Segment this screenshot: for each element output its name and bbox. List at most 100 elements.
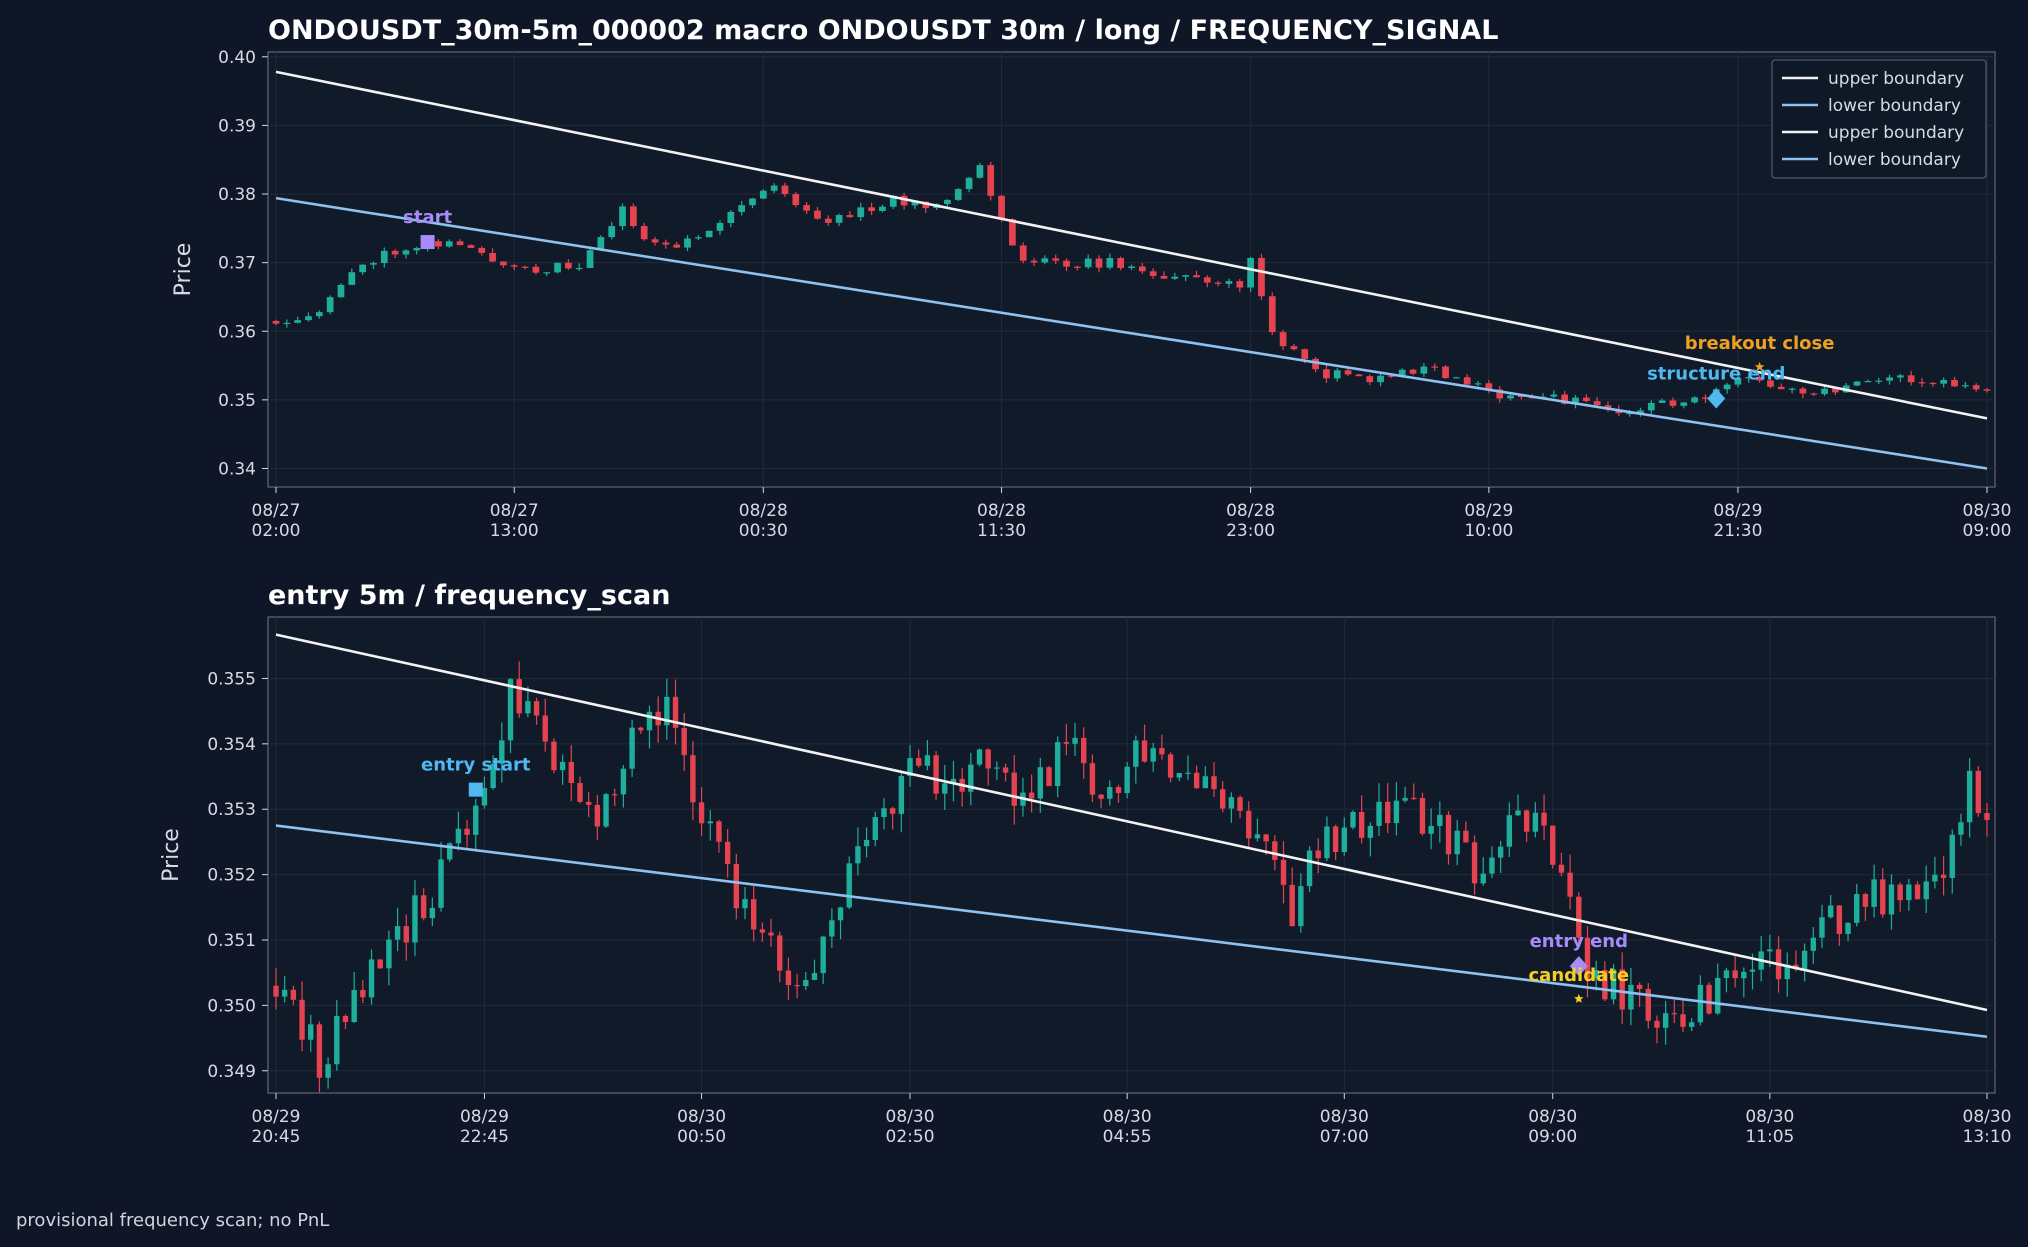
candle-body bbox=[1561, 394, 1569, 404]
x-tick-time: 09:00 bbox=[1963, 521, 2012, 541]
candle-body bbox=[1626, 412, 1633, 415]
candle-body bbox=[898, 776, 905, 814]
candle-body bbox=[380, 250, 388, 264]
candle bbox=[403, 914, 409, 961]
structure-end-label: structure end bbox=[1647, 363, 1785, 384]
candle bbox=[1515, 794, 1521, 817]
candle bbox=[792, 191, 800, 208]
candle-body bbox=[1431, 366, 1439, 368]
x-tick-date: 08/30 bbox=[1963, 1107, 2012, 1127]
candle-body bbox=[1263, 834, 1269, 842]
candle bbox=[1046, 766, 1052, 787]
candle-body bbox=[1167, 754, 1174, 778]
y-tick-label: 0.38 bbox=[218, 185, 256, 205]
candle-body bbox=[742, 899, 748, 909]
candle bbox=[334, 999, 340, 1071]
x-tick-time: 22:45 bbox=[460, 1127, 509, 1147]
x-tick-time: 13:00 bbox=[490, 521, 539, 541]
candle-body bbox=[1550, 825, 1556, 865]
candle-body bbox=[1019, 245, 1027, 261]
candle bbox=[985, 748, 991, 786]
candle bbox=[359, 264, 366, 275]
candle-body bbox=[1398, 369, 1406, 377]
candle bbox=[1662, 1001, 1669, 1045]
candle-body bbox=[510, 265, 518, 267]
candle-body bbox=[814, 210, 821, 219]
candle-body bbox=[1854, 894, 1860, 923]
candle bbox=[846, 856, 852, 910]
candle bbox=[1810, 927, 1816, 964]
x-tick-label: 08/29 20:45 bbox=[252, 1107, 301, 1147]
candle-body bbox=[1572, 397, 1579, 404]
candle bbox=[316, 1021, 323, 1093]
candle-body bbox=[662, 242, 670, 245]
candle-body bbox=[1480, 873, 1486, 884]
candle-body bbox=[348, 272, 356, 285]
start-marker bbox=[420, 235, 435, 250]
candle-body bbox=[351, 990, 357, 1023]
candle bbox=[1193, 270, 1200, 278]
upper-boundary-line bbox=[275, 70, 1988, 420]
x-tick-label: 08/30 09:00 bbox=[1528, 1107, 1577, 1147]
candle bbox=[872, 811, 878, 847]
x-tick-date: 08/29 bbox=[252, 1107, 301, 1127]
candle bbox=[308, 1014, 314, 1052]
candle-body bbox=[759, 190, 767, 199]
candle bbox=[1836, 905, 1843, 946]
candle-body bbox=[1411, 797, 1417, 800]
candle-body bbox=[1301, 349, 1309, 359]
candle bbox=[438, 842, 444, 912]
candle-body bbox=[1442, 366, 1449, 378]
candle-body bbox=[1367, 825, 1374, 838]
candle bbox=[568, 744, 574, 801]
candle bbox=[976, 748, 983, 767]
x-tick-date: 08/30 bbox=[677, 1107, 726, 1127]
x-tick-label: 08/28 11:30 bbox=[977, 501, 1026, 541]
candle bbox=[1523, 809, 1530, 842]
candle-body bbox=[360, 990, 366, 998]
candle-body bbox=[1236, 281, 1244, 288]
candle bbox=[1402, 786, 1408, 803]
candle bbox=[1107, 780, 1113, 806]
candle bbox=[1009, 218, 1016, 246]
candle-body bbox=[1182, 275, 1190, 277]
candle-body bbox=[1897, 884, 1903, 901]
candle-body bbox=[1268, 296, 1276, 333]
chart-title: entry 5m / frequency_scan bbox=[268, 580, 670, 611]
candle bbox=[1084, 254, 1092, 269]
candle-body bbox=[413, 248, 421, 251]
candle-body bbox=[1966, 770, 1973, 823]
candle bbox=[1645, 983, 1651, 1029]
candle bbox=[1072, 722, 1078, 757]
candle-body bbox=[1550, 394, 1558, 397]
candle-body bbox=[1558, 864, 1565, 873]
candle bbox=[315, 310, 323, 319]
candle bbox=[1932, 856, 1938, 889]
x-tick-time: 09:00 bbox=[1528, 1127, 1577, 1147]
candle-body bbox=[565, 262, 572, 269]
candle bbox=[377, 959, 383, 969]
candle bbox=[429, 897, 436, 927]
candle-body bbox=[294, 320, 302, 323]
candle-body bbox=[1582, 397, 1590, 402]
x-tick-label: 08/27 13:00 bbox=[490, 501, 539, 541]
candle-body bbox=[273, 985, 279, 997]
x-tick-date: 08/29 bbox=[1464, 501, 1513, 521]
candle-body bbox=[976, 749, 983, 765]
candle-body bbox=[1095, 258, 1103, 268]
candle bbox=[325, 1057, 331, 1089]
candle-body bbox=[467, 245, 475, 248]
candle bbox=[1880, 868, 1886, 918]
x-tick-date: 08/28 bbox=[977, 501, 1026, 521]
candle-body bbox=[391, 250, 399, 255]
candle bbox=[1350, 810, 1356, 830]
candle bbox=[1637, 407, 1644, 417]
candle bbox=[1315, 838, 1321, 874]
candle-body bbox=[586, 250, 594, 268]
candle bbox=[490, 755, 496, 790]
y-axis-label: Price bbox=[171, 243, 196, 297]
x-tick-label: 08/30 07:00 bbox=[1320, 1107, 1369, 1147]
candle bbox=[1312, 356, 1319, 373]
candle bbox=[1647, 400, 1655, 415]
candle bbox=[273, 968, 279, 1010]
